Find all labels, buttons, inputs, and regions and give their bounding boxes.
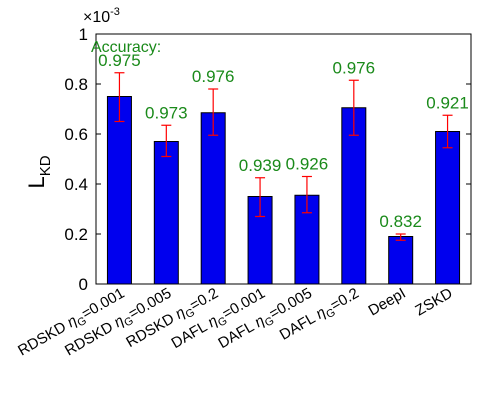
accuracy-label: 0.976	[333, 58, 376, 77]
axis-exponent-label: ×10-3	[83, 6, 120, 26]
accuracy-title: Accuracy:	[91, 39, 161, 56]
accuracy-label: 0.939	[239, 156, 282, 175]
y-tick-label: 0.4	[64, 175, 88, 194]
accuracy-label: 0.973	[145, 103, 188, 122]
y-tick-label: 0	[79, 275, 88, 294]
accuracy-label: 0.926	[286, 155, 329, 174]
bar	[200, 112, 226, 285]
accuracy-label: 0.921	[426, 93, 469, 112]
bar	[388, 236, 414, 285]
accuracy-label: 0.976	[192, 67, 235, 86]
axes-box	[95, 33, 472, 285]
bar	[106, 96, 132, 285]
x-tick-label: DeepI	[366, 285, 409, 320]
bar	[435, 131, 461, 285]
bar	[341, 107, 367, 285]
bar	[153, 141, 179, 285]
y-tick-label: 0.6	[64, 125, 88, 144]
y-tick-label: 0.8	[64, 75, 88, 94]
accuracy-label: 0.975	[98, 51, 141, 70]
y-tick-label: 0.2	[64, 225, 88, 244]
accuracy-label: 0.832	[379, 212, 422, 231]
y-axis-label: LKD	[24, 155, 54, 188]
y-tick-label: 1	[79, 25, 88, 44]
x-tick-label: ZSKD	[412, 285, 455, 320]
